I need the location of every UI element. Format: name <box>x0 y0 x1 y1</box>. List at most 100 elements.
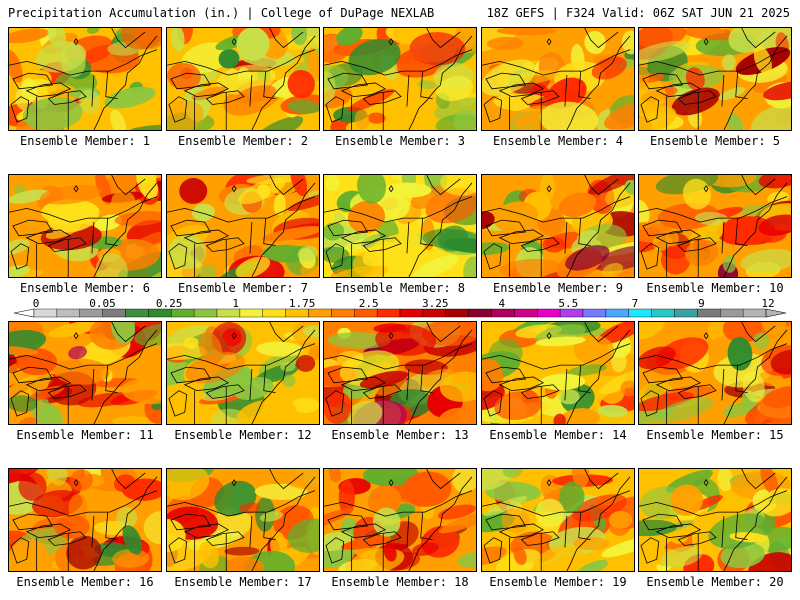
map-boundary-line <box>578 71 591 100</box>
map-borders <box>167 28 316 130</box>
precip-blob <box>532 545 585 571</box>
map-borders <box>167 322 316 424</box>
precip-blob <box>752 332 770 350</box>
ensemble-member-caption: Ensemble Member: 8 <box>334 281 466 295</box>
precip-blob <box>759 488 791 517</box>
precip-blob <box>639 78 666 115</box>
map-boundary-line <box>485 72 527 90</box>
precip-blob <box>167 382 204 405</box>
precip-blob <box>542 236 566 253</box>
ensemble-member-caption: Ensemble Member: 15 <box>646 428 784 442</box>
precip-blob <box>121 378 161 405</box>
precip-blob <box>110 109 127 130</box>
map-boundary-line <box>483 96 503 123</box>
map-boundary-line <box>73 332 79 340</box>
map-borders <box>324 28 473 130</box>
precipitation-map <box>638 321 792 425</box>
precip-blob <box>262 244 311 263</box>
map-boundary-line <box>721 369 725 401</box>
map-boundary-line <box>677 384 717 399</box>
precip-blob <box>402 471 452 507</box>
colorbar-segment <box>125 308 149 318</box>
map-boundary-line <box>655 82 702 98</box>
ensemble-member-panel: Ensemble Member: 3 <box>323 27 477 148</box>
map-boundary-line <box>269 175 304 196</box>
precip-blob <box>573 335 614 365</box>
map-boundary-line <box>12 513 54 531</box>
colorbar-segment <box>582 308 607 318</box>
colorbar-segment <box>559 308 584 318</box>
precip-blob <box>254 116 304 130</box>
precip-blob <box>683 28 737 41</box>
precip-blob <box>347 200 385 234</box>
map-boundary-line <box>325 96 345 123</box>
map-boundary-line <box>168 390 188 417</box>
map-boundary-line <box>93 476 158 571</box>
precipitation-map <box>166 174 320 278</box>
map-borders <box>482 322 631 424</box>
map-boundary-line <box>735 71 748 100</box>
map-boundary-line <box>546 332 552 340</box>
map-boundary-line <box>642 219 684 237</box>
colorbar-segment <box>399 308 424 318</box>
map-boundary-line <box>25 376 72 392</box>
us-canada-border <box>9 49 158 76</box>
colorbar-tick-label: 0 <box>32 297 40 310</box>
precipitation-map <box>323 174 477 278</box>
map-boundary-line <box>564 75 568 107</box>
precip-blob <box>40 184 102 205</box>
map-boundary-line <box>703 185 709 193</box>
colorbar-segment <box>285 308 309 318</box>
ensemble-member-panel: Ensemble Member: 20 <box>638 468 792 589</box>
map-boundary-line <box>205 90 245 105</box>
colorbar-segment <box>308 308 332 318</box>
precip-blob <box>114 474 136 493</box>
colorbar-segment <box>445 308 469 318</box>
precip-blob <box>327 265 389 277</box>
ensemble-member-caption: Ensemble Member: 9 <box>492 281 624 295</box>
precip-blob <box>608 510 633 529</box>
precip-blob <box>729 532 768 543</box>
us-canada-border <box>324 49 473 76</box>
precip-blob <box>325 175 340 192</box>
ensemble-member-caption: Ensemble Member: 14 <box>489 428 627 442</box>
precipitation-map <box>481 174 635 278</box>
precipitation-map <box>481 321 635 425</box>
map-boundary-line <box>263 365 276 394</box>
precip-blob <box>324 184 351 220</box>
map-boundary-line <box>251 476 316 571</box>
map-boundary-line <box>111 175 146 196</box>
precip-blob <box>218 49 240 69</box>
ensemble-member-panel: Ensemble Member: 18 <box>323 468 477 589</box>
map-boundary-line <box>483 537 503 564</box>
colorbar-segment <box>148 308 172 318</box>
precip-blob <box>598 368 634 395</box>
precip-blob <box>486 36 524 50</box>
precip-blob <box>663 534 700 554</box>
ensemble-member-caption: Ensemble Member: 2 <box>177 134 309 148</box>
map-borders <box>639 469 788 571</box>
precip-blob <box>18 472 47 501</box>
precip-blob <box>285 469 319 490</box>
map-boundary-line <box>564 516 568 548</box>
colorbar-tick-label: 5.5 <box>558 297 579 310</box>
us-canada-border <box>482 196 631 223</box>
map-boundary-line <box>170 72 212 90</box>
colorbar-segment <box>33 308 58 318</box>
map-boundary-line <box>677 90 717 105</box>
us-canada-border <box>324 490 473 517</box>
map-borders <box>324 322 473 424</box>
map-boundary-line <box>205 531 245 546</box>
map-borders <box>9 322 158 424</box>
precipitation-map <box>8 174 162 278</box>
colorbar-segment <box>742 308 767 318</box>
ensemble-member-caption: Ensemble Member: 18 <box>331 575 469 589</box>
map-boundary-line <box>578 512 591 541</box>
precip-blob <box>327 332 391 349</box>
colorbar-tick-label: 3.25 <box>422 297 449 310</box>
us-canada-border <box>639 343 788 370</box>
ensemble-member-caption: Ensemble Member: 17 <box>174 575 312 589</box>
precip-blob <box>9 539 48 571</box>
map-boundary-line <box>205 384 245 399</box>
precip-blob <box>183 337 199 349</box>
